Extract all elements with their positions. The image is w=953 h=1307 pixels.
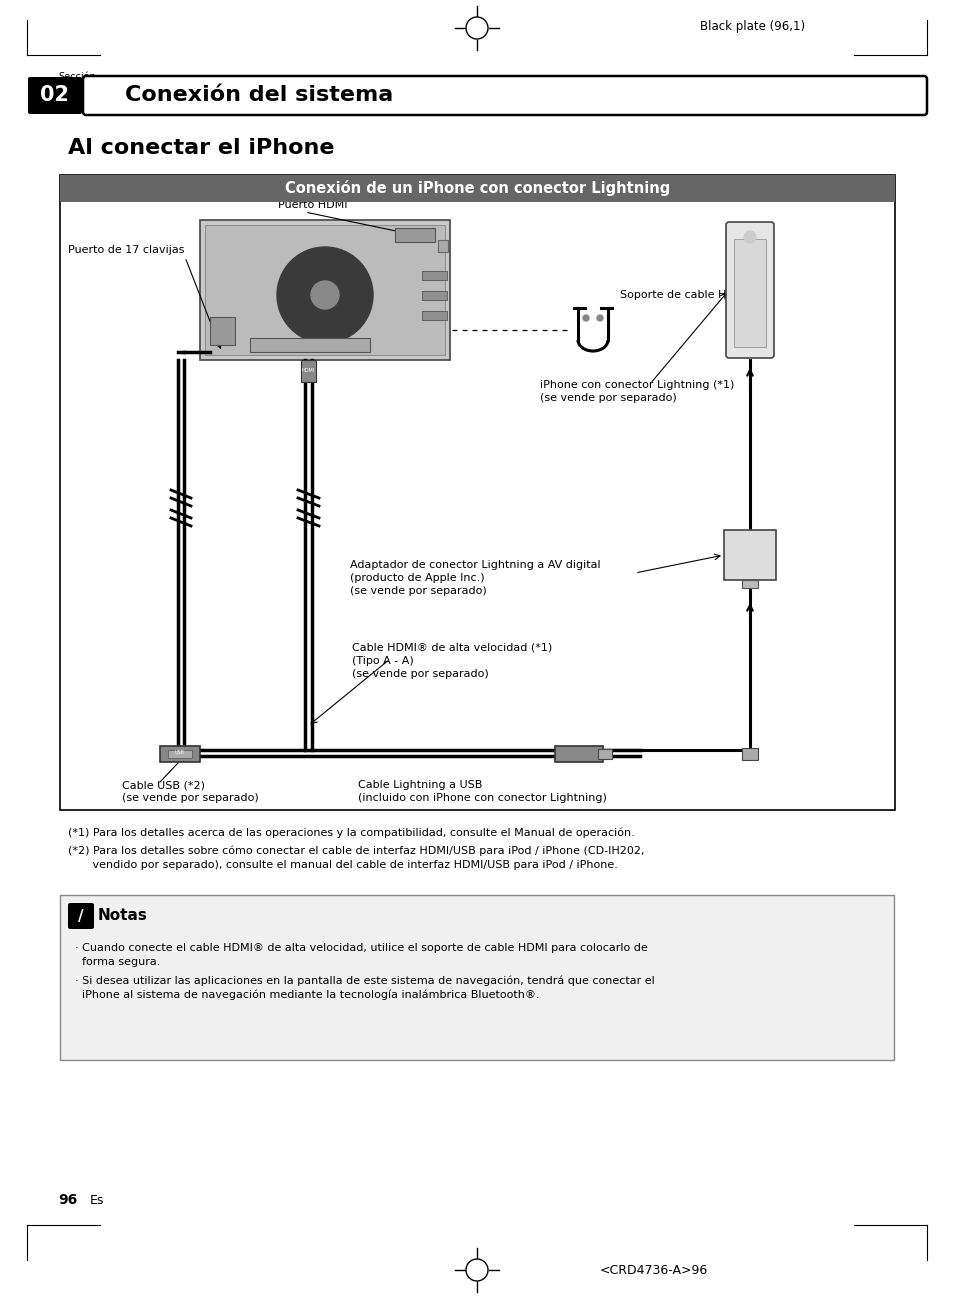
Text: /: /: [78, 908, 84, 924]
FancyBboxPatch shape: [68, 903, 94, 929]
Bar: [733, 239, 765, 346]
Bar: [301, 359, 315, 382]
Text: Cable HDMI® de alta velocidad (*1): Cable HDMI® de alta velocidad (*1): [352, 643, 552, 654]
Text: Black plate (96,1): Black plate (96,1): [700, 20, 804, 33]
Text: (producto de Apple Inc.): (producto de Apple Inc.): [350, 572, 484, 583]
Bar: [395, 227, 435, 242]
Circle shape: [52, 1184, 84, 1216]
Text: vendido por separado), consulte el manual del cable de interfaz HDMI/USB para iP: vendido por separado), consulte el manua…: [68, 860, 618, 870]
Text: (*2) Para los detalles sobre cómo conectar el cable de interfaz HDMI/USB para iP: (*2) Para los detalles sobre cómo conect…: [68, 846, 644, 856]
Bar: [437, 240, 448, 252]
Bar: [741, 748, 758, 759]
Bar: [200, 220, 450, 359]
Text: Soporte de cable HDMI: Soporte de cable HDMI: [619, 290, 747, 301]
Bar: [741, 580, 758, 588]
Text: · Si desea utilizar las aplicaciones en la pantalla de este sistema de navegació: · Si desea utilizar las aplicaciones en …: [75, 975, 654, 985]
Circle shape: [311, 281, 338, 308]
Text: Es: Es: [90, 1193, 104, 1206]
Text: · Cuando conecte el cable HDMI® de alta velocidad, utilice el soporte de cable H: · Cuando conecte el cable HDMI® de alta …: [75, 942, 647, 953]
Text: Cable Lightning a USB: Cable Lightning a USB: [357, 780, 482, 789]
Text: (se vende por separado): (se vende por separado): [539, 393, 676, 403]
Bar: [555, 746, 602, 762]
Text: USB: USB: [174, 750, 185, 755]
Bar: [60, 895, 893, 1060]
Text: 96: 96: [58, 1193, 77, 1206]
Bar: [60, 175, 894, 203]
Text: forma segura.: forma segura.: [75, 957, 160, 967]
Bar: [421, 271, 447, 280]
Bar: [598, 749, 612, 759]
Bar: [160, 746, 200, 762]
Text: HDMI: HDMI: [301, 369, 314, 374]
Text: Sección: Sección: [58, 72, 95, 82]
Text: (se vende por separado): (se vende por separado): [122, 793, 258, 802]
FancyBboxPatch shape: [83, 76, 926, 115]
Text: Cable USB (*2): Cable USB (*2): [122, 780, 205, 789]
Text: (se vende por separado): (se vende por separado): [352, 669, 488, 680]
Circle shape: [743, 231, 755, 243]
Text: Al conectar el iPhone: Al conectar el iPhone: [68, 139, 335, 158]
Text: Puerto de 17 clavijas: Puerto de 17 clavijas: [68, 244, 184, 255]
Circle shape: [276, 247, 373, 342]
Bar: [210, 318, 234, 345]
Bar: [60, 175, 894, 810]
Text: Adaptador de conector Lightning a AV digital: Adaptador de conector Lightning a AV dig…: [350, 559, 600, 570]
Text: (*1) Para los detalles acerca de las operaciones y la compatibilidad, consulte e: (*1) Para los detalles acerca de las ope…: [68, 829, 634, 839]
FancyBboxPatch shape: [725, 222, 773, 358]
Circle shape: [582, 315, 588, 322]
Text: iPhone con conector Lightning (*1): iPhone con conector Lightning (*1): [539, 380, 734, 389]
Text: iPhone al sistema de navegación mediante la tecnología inalámbrica Bluetooth®.: iPhone al sistema de navegación mediante…: [75, 989, 539, 1000]
Bar: [250, 339, 370, 352]
Text: (incluido con iPhone con conector Lightning): (incluido con iPhone con conector Lightn…: [357, 793, 606, 802]
Circle shape: [597, 315, 602, 322]
Bar: [421, 291, 447, 301]
Text: Puerto HDMI: Puerto HDMI: [277, 200, 347, 210]
Text: Notas: Notas: [98, 908, 148, 924]
FancyBboxPatch shape: [28, 77, 82, 114]
Text: 02: 02: [40, 85, 70, 105]
Text: (Tipo A - A): (Tipo A - A): [352, 656, 414, 667]
Text: (se vende por separado): (se vende por separado): [350, 586, 486, 596]
Bar: [723, 531, 775, 580]
Text: Conexión de un iPhone con conector Lightning: Conexión de un iPhone con conector Light…: [285, 180, 669, 196]
Bar: [421, 311, 447, 320]
Bar: [205, 225, 444, 356]
Bar: [168, 750, 192, 758]
Text: Conexión del sistema: Conexión del sistema: [125, 85, 393, 105]
Text: <CRD4736-A>96: <CRD4736-A>96: [599, 1264, 707, 1277]
